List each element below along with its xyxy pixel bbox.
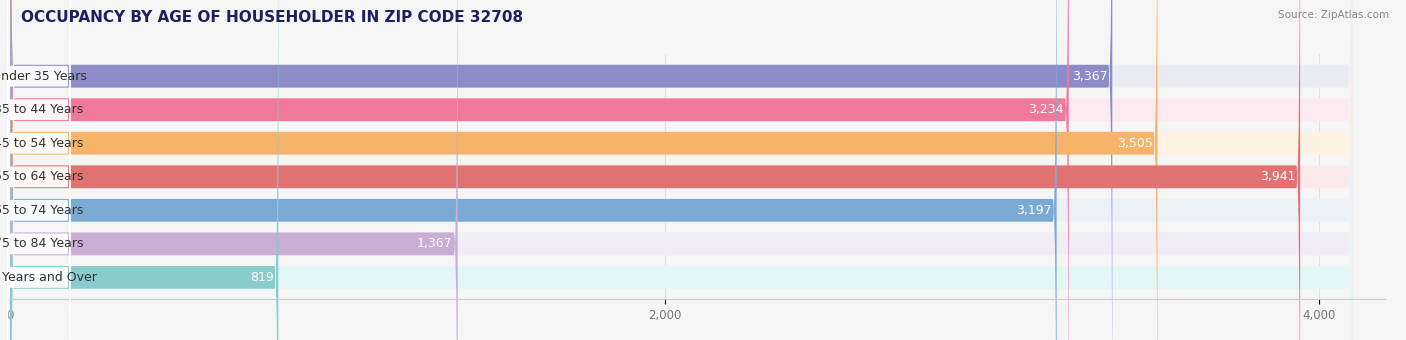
FancyBboxPatch shape [7,0,70,340]
Text: 3,234: 3,234 [1028,103,1064,116]
Text: Source: ZipAtlas.com: Source: ZipAtlas.com [1278,10,1389,20]
FancyBboxPatch shape [10,0,1112,340]
FancyBboxPatch shape [10,0,1057,340]
Text: 35 to 44 Years: 35 to 44 Years [0,103,83,116]
FancyBboxPatch shape [10,0,1353,340]
FancyBboxPatch shape [10,0,1069,340]
FancyBboxPatch shape [7,0,70,340]
FancyBboxPatch shape [10,0,1353,340]
FancyBboxPatch shape [10,0,1353,340]
Text: 55 to 64 Years: 55 to 64 Years [0,170,83,183]
FancyBboxPatch shape [10,0,1353,340]
Text: 3,941: 3,941 [1260,170,1295,183]
Text: 3,505: 3,505 [1116,137,1153,150]
FancyBboxPatch shape [10,0,278,340]
FancyBboxPatch shape [10,0,1301,340]
FancyBboxPatch shape [7,0,70,340]
FancyBboxPatch shape [7,0,70,340]
Text: Under 35 Years: Under 35 Years [0,70,86,83]
Text: 75 to 84 Years: 75 to 84 Years [0,237,84,250]
Text: OCCUPANCY BY AGE OF HOUSEHOLDER IN ZIP CODE 32708: OCCUPANCY BY AGE OF HOUSEHOLDER IN ZIP C… [21,10,523,25]
FancyBboxPatch shape [7,0,70,340]
Text: 3,367: 3,367 [1071,70,1108,83]
FancyBboxPatch shape [10,0,1353,340]
FancyBboxPatch shape [10,0,458,340]
Text: 45 to 54 Years: 45 to 54 Years [0,137,83,150]
Text: 85 Years and Over: 85 Years and Over [0,271,97,284]
FancyBboxPatch shape [10,0,1353,340]
FancyBboxPatch shape [7,0,70,340]
FancyBboxPatch shape [7,0,70,340]
Text: 819: 819 [250,271,273,284]
FancyBboxPatch shape [10,0,1157,340]
FancyBboxPatch shape [10,0,1353,340]
Text: 1,367: 1,367 [418,237,453,250]
Text: 65 to 74 Years: 65 to 74 Years [0,204,83,217]
Text: 3,197: 3,197 [1017,204,1052,217]
